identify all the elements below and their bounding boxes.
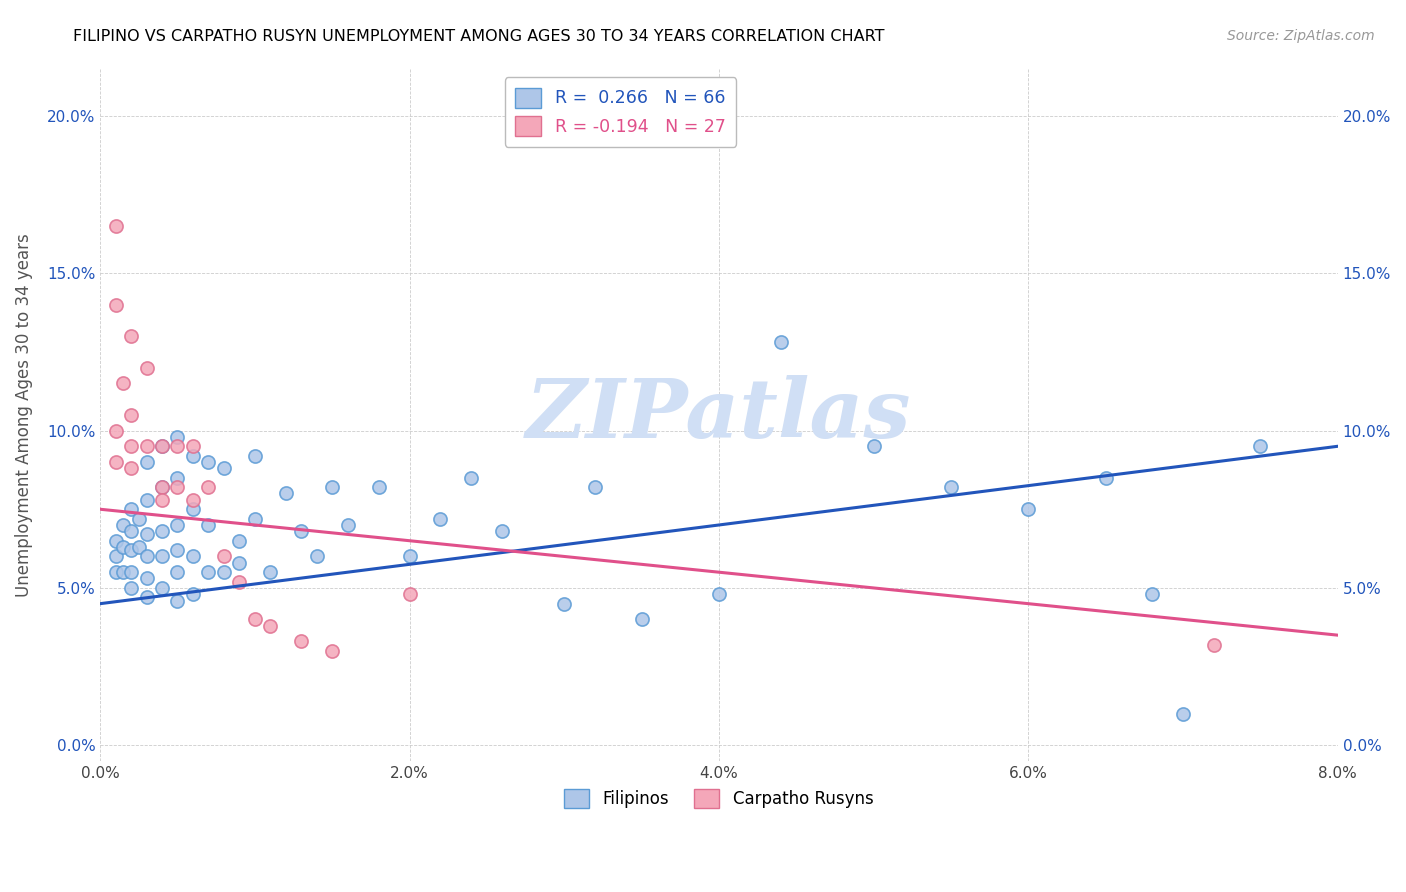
Point [150,480,173,494]
Point [336,518,359,533]
Point [181,492,204,507]
Point [707,587,730,601]
Point [398,549,420,564]
Point [120,543,142,558]
Point [120,439,142,453]
Point [290,524,312,539]
Point [243,511,266,525]
Point [135,572,157,586]
Point [135,455,157,469]
Point [274,486,297,500]
Point [290,634,312,648]
Point [321,644,343,658]
Point [135,527,157,541]
Point [120,502,142,516]
Point [150,581,173,595]
Point [120,329,142,343]
Point [212,565,235,579]
Point [398,587,420,601]
Point [166,471,188,485]
Point [135,439,157,453]
Point [120,524,142,539]
Legend: Filipinos, Carpatho Rusyns: Filipinos, Carpatho Rusyns [558,782,880,815]
Point [112,518,135,533]
Point [135,549,157,564]
Point [104,219,127,233]
Point [181,439,204,453]
Point [104,565,127,579]
Point [197,565,219,579]
Point [939,480,962,494]
Point [1140,587,1163,601]
Point [166,593,188,607]
Point [181,449,204,463]
Point [104,533,127,548]
Text: Source: ZipAtlas.com: Source: ZipAtlas.com [1227,29,1375,43]
Text: FILIPINO VS CARPATHO RUSYN UNEMPLOYMENT AMONG AGES 30 TO 34 YEARS CORRELATION CH: FILIPINO VS CARPATHO RUSYN UNEMPLOYMENT … [73,29,884,44]
Point [166,565,188,579]
Point [120,581,142,595]
Point [429,511,451,525]
Point [228,556,250,570]
Point [769,335,792,350]
Point [104,455,127,469]
Text: ZIPatlas: ZIPatlas [526,375,911,455]
Point [104,424,127,438]
Point [166,439,188,453]
Point [259,618,281,632]
Point [197,480,219,494]
Point [1094,471,1116,485]
Point [135,591,157,605]
Point [104,298,127,312]
Point [1017,502,1039,516]
Point [1249,439,1271,453]
Point [150,439,173,453]
Point [243,612,266,626]
Point [228,574,250,589]
Point [321,480,343,494]
Point [181,549,204,564]
Point [243,449,266,463]
Point [228,533,250,548]
Point [305,549,328,564]
Point [150,480,173,494]
Point [553,597,575,611]
Point [181,502,204,516]
Point [112,565,135,579]
Point [112,540,135,554]
Point [197,455,219,469]
Point [120,461,142,475]
Point [212,461,235,475]
Point [104,549,127,564]
Point [166,480,188,494]
Point [112,376,135,391]
Point [150,492,173,507]
Point [460,471,482,485]
Point [1171,706,1194,721]
Point [150,549,173,564]
Point [150,439,173,453]
Point [197,518,219,533]
Point [128,540,150,554]
Point [135,360,157,375]
Point [367,480,389,494]
Y-axis label: Unemployment Among Ages 30 to 34 years: Unemployment Among Ages 30 to 34 years [15,233,32,597]
Point [166,543,188,558]
Point [150,524,173,539]
Point [135,492,157,507]
Point [1202,638,1225,652]
Point [491,524,513,539]
Point [120,408,142,422]
Point [120,565,142,579]
Point [128,511,150,525]
Point [862,439,884,453]
Point [212,549,235,564]
Point [630,612,652,626]
Point [166,430,188,444]
Point [166,518,188,533]
Point [583,480,606,494]
Point [181,587,204,601]
Point [259,565,281,579]
